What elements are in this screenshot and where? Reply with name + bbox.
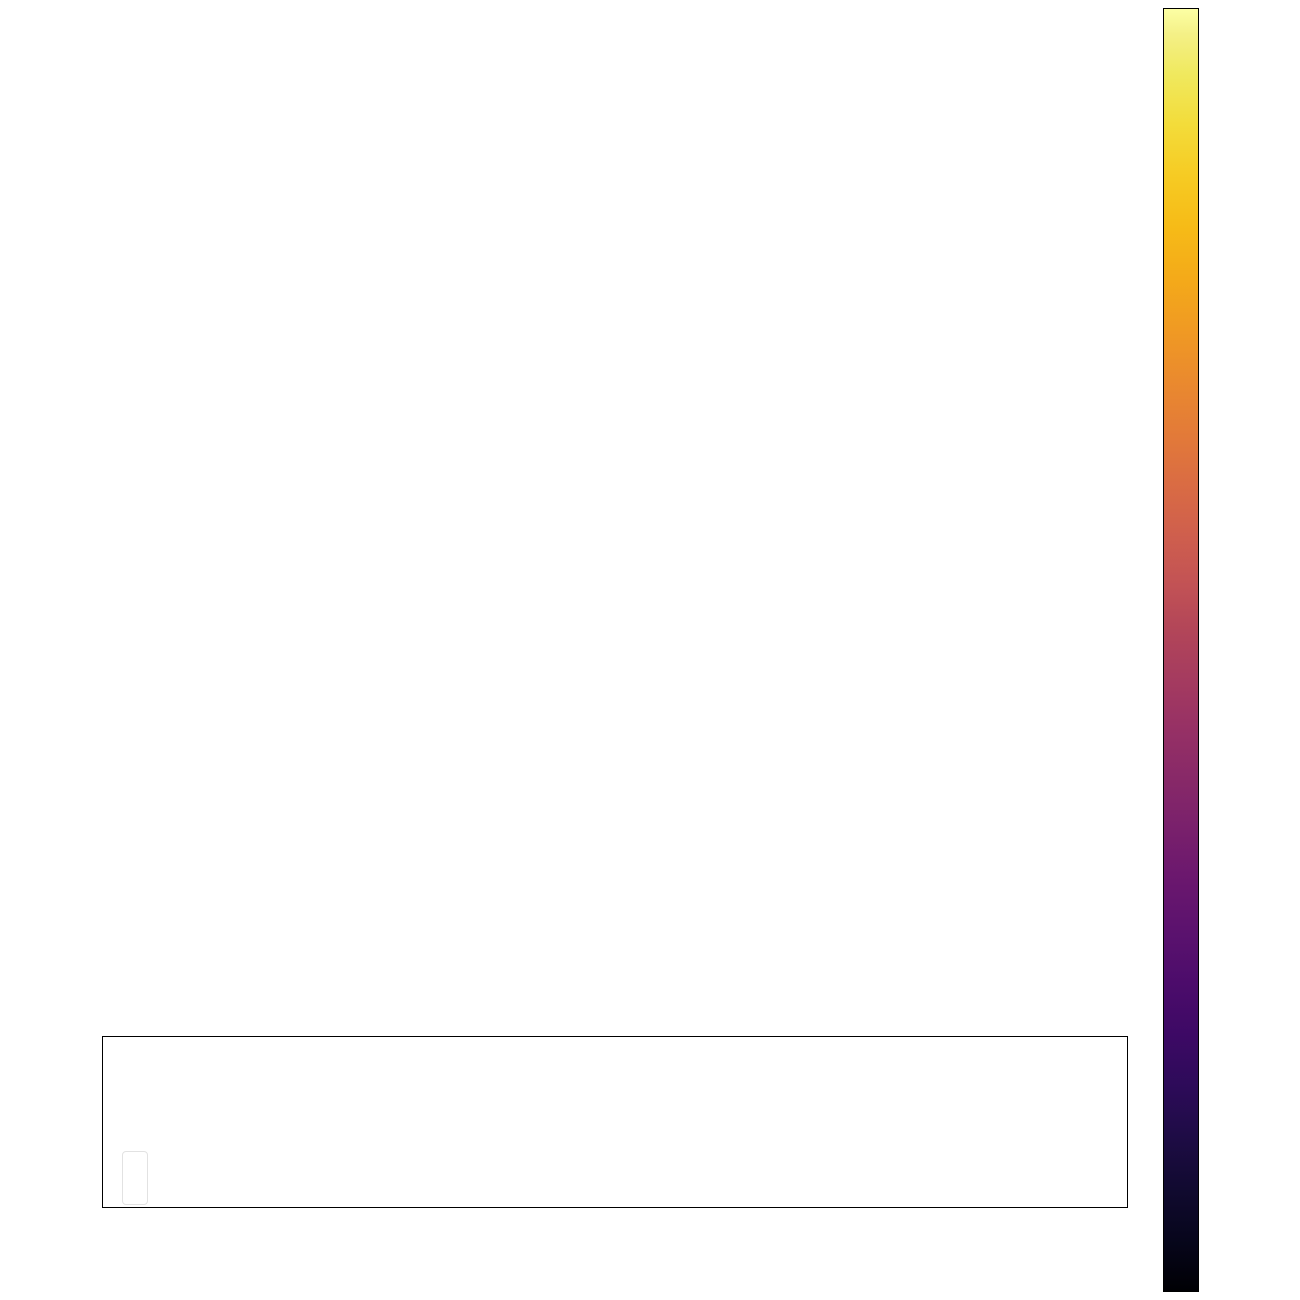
colorbar-label (1252, 0, 1276, 820)
waveform-plot (102, 1036, 1128, 1208)
colorbar (1163, 8, 1199, 1292)
waveform-legend[interactable] (122, 1151, 148, 1205)
